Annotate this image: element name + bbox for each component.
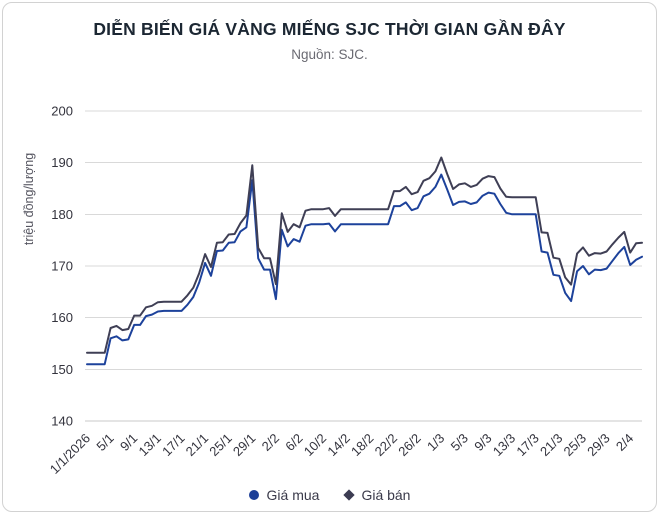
y-tick-label: 170 xyxy=(51,259,73,274)
x-tick-label: 14/2 xyxy=(324,431,353,460)
y-tick-label: 200 xyxy=(51,104,73,119)
x-tick-label: 13/3 xyxy=(490,431,519,460)
legend-label-gia-mua: Giá mua xyxy=(266,487,320,503)
x-tick-label: 2/4 xyxy=(613,431,636,454)
sell-series-marker-icon xyxy=(343,489,356,501)
buy-price-line xyxy=(86,173,643,366)
x-tick-label: 29/3 xyxy=(584,431,613,460)
x-tick-label: 21/1 xyxy=(183,431,212,460)
x-tick-label: 25/3 xyxy=(561,431,590,460)
legend-item-gia-mua[interactable]: Giá mua xyxy=(248,487,320,503)
x-tick-label: 25/1 xyxy=(206,431,235,460)
legend-label-gia-ban: Giá bán xyxy=(361,487,411,503)
x-tick-label: 5/1 xyxy=(93,431,116,454)
x-tick-label: 1/1/2026 xyxy=(47,431,93,477)
x-tick-label: 1/3 xyxy=(424,431,447,454)
x-tick-label: 17/3 xyxy=(513,431,542,460)
x-tick-label: 29/1 xyxy=(230,431,259,460)
legend-item-gia-ban[interactable]: Giá bán xyxy=(343,487,411,503)
x-tick-label: 13/1 xyxy=(135,431,164,460)
x-tick-label: 22/2 xyxy=(372,431,401,460)
y-axis-title: triệu đồng/lượng xyxy=(22,153,36,245)
x-tick-label: 10/2 xyxy=(301,431,330,460)
x-tick-label: 17/1 xyxy=(159,431,188,460)
sell-price-line xyxy=(86,156,643,354)
x-tick-label: 18/2 xyxy=(348,431,377,460)
page-title: DIỄN BIẾN GIÁ VÀNG MIẾNG SJC THỜI GIAN G… xyxy=(93,19,566,39)
price-line-chart: triệu đồng/lượng 140 150 160 170 180 190 200 1/… xyxy=(22,104,643,477)
buy-series-marker-icon xyxy=(248,490,259,500)
chart-subtitle: Nguồn: SJC. xyxy=(291,47,368,62)
x-tick-label: 21/3 xyxy=(537,431,566,460)
y-tick-label: 190 xyxy=(51,155,73,170)
chart-card: DIỄN BIẾN GIÁ VÀNG MIẾNG SJC THỜI GIAN G… xyxy=(2,2,657,512)
y-tick-label: 180 xyxy=(51,207,73,222)
y-tick-label: 160 xyxy=(51,310,73,325)
chart-legend: Giá mua Giá bán xyxy=(3,487,656,503)
x-tick-label: 2/2 xyxy=(259,431,282,454)
y-tick-label: 140 xyxy=(51,414,73,429)
x-tick-label: 26/2 xyxy=(395,431,424,460)
x-tick-label: 5/3 xyxy=(448,431,471,454)
y-tick-label: 150 xyxy=(51,362,73,377)
